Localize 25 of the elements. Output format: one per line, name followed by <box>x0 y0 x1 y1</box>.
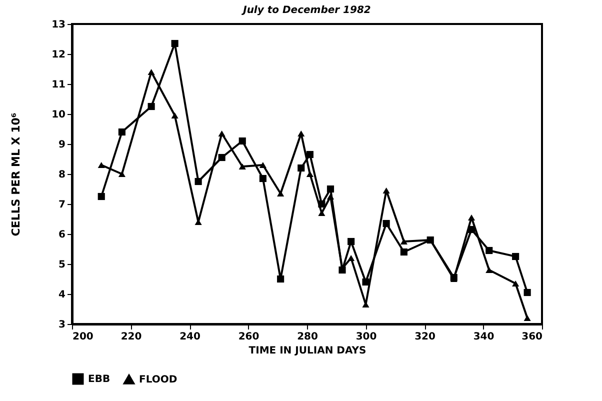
y-tick-label: 8 <box>58 170 66 180</box>
y-tick-label: 13 <box>52 20 66 30</box>
y-tick-label: 5 <box>58 260 66 270</box>
y-tick-label: 10 <box>52 110 66 120</box>
y-tick-label: 9 <box>58 140 66 150</box>
y-tick-label: 3 <box>58 320 66 330</box>
legend-label: EBB <box>88 374 110 385</box>
x-tick-label: 200 <box>72 332 94 342</box>
chart-title: July to December 1982 <box>241 5 371 16</box>
x-tick-label: 340 <box>473 332 494 342</box>
y-tick-label: 4 <box>58 290 66 300</box>
x-tick-label: 240 <box>180 332 200 342</box>
x-tick-label: 360 <box>522 332 543 342</box>
y-tick-label: 6 <box>58 230 66 240</box>
y-tick-label: 7 <box>58 200 66 210</box>
legend-label: FLOOD <box>139 374 178 386</box>
x-tick-label: 320 <box>414 332 436 342</box>
x-tick-label: 300 <box>356 332 377 342</box>
x-tick-label: 220 <box>120 332 142 342</box>
x-axis-title: TIME IN JULIAN DAYS <box>248 346 366 356</box>
y-tick-label: 11 <box>52 80 66 90</box>
y-axis-title: CELLS PER ML X 10⁶ <box>10 112 23 236</box>
x-tick-label: 280 <box>297 332 318 342</box>
y-tick-label: 12 <box>52 50 66 60</box>
x-tick-label: 260 <box>238 332 260 342</box>
